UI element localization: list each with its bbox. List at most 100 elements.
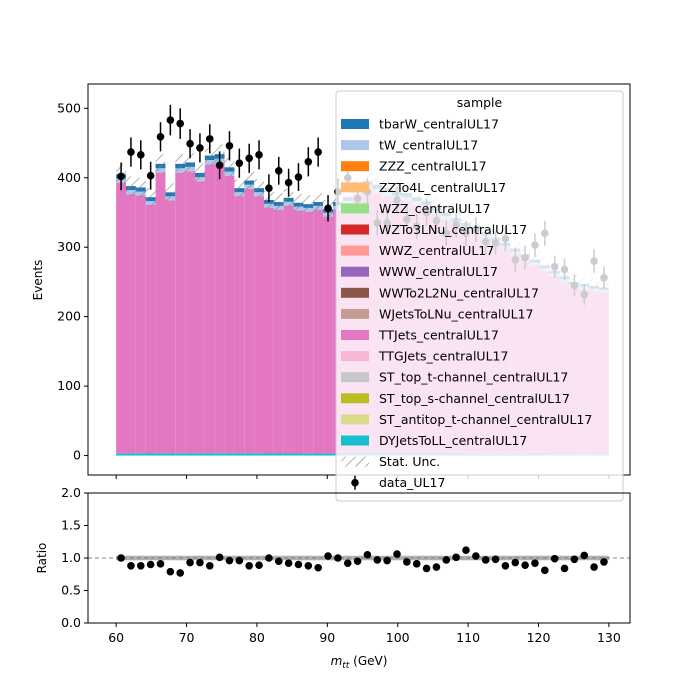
stack-bar-segment	[263, 453, 274, 456]
data-point	[136, 151, 145, 159]
ratio-point	[176, 569, 185, 577]
ratio-plot-area	[88, 546, 630, 577]
data-point	[156, 132, 165, 141]
stat-unc-band	[224, 157, 235, 178]
ratio-point	[196, 558, 204, 567]
x-tick-label: 80	[249, 630, 265, 645]
ratio-unc-band	[599, 555, 609, 561]
stack-bar-segment	[145, 204, 156, 454]
stat-unc-band	[244, 171, 255, 190]
legend-label: ST_top_s-channel_centralUL17	[379, 391, 570, 406]
legend-label: WWW_centralUL17	[379, 264, 498, 279]
legend-marker	[351, 478, 359, 487]
legend-swatch	[341, 266, 369, 277]
stack-bar-segment	[185, 453, 195, 456]
stack-bar-segment	[214, 453, 225, 456]
legend-title: sample	[457, 95, 503, 110]
stack-bar-segment	[244, 453, 255, 456]
stack-bar-segment	[234, 196, 245, 454]
y-tick-label: 500	[57, 100, 81, 115]
y-tick-label: 400	[57, 170, 81, 185]
stack-bar-segment	[165, 200, 176, 454]
stack-bar-segment	[263, 207, 274, 454]
stack-bar-segment	[303, 453, 314, 456]
legend-label: TTJets_centralUL17	[378, 328, 499, 343]
x-axis-label: mtt (GeV)	[331, 654, 388, 671]
ratio-point	[491, 555, 500, 564]
ratio-y-tick-label: 2.0	[61, 485, 81, 500]
ratio-unc-band	[411, 555, 422, 561]
ratio-point	[215, 553, 224, 562]
legend-swatch	[341, 330, 369, 340]
x-tick-label: 70	[179, 630, 195, 645]
ratio-point	[235, 556, 244, 565]
ratio-point	[442, 556, 451, 564]
data-point	[225, 142, 234, 150]
data-point	[274, 167, 283, 175]
stat-unc-band	[303, 195, 314, 214]
legend-swatch	[341, 182, 369, 193]
stat-unc-band	[126, 176, 136, 196]
ratio-point	[472, 552, 480, 560]
ratio-unc-band	[461, 555, 471, 561]
legend-label: data_UL17	[379, 475, 445, 490]
ratio-unc-band	[194, 555, 205, 561]
stack-bar-segment	[224, 453, 235, 456]
legend-swatch	[341, 224, 369, 235]
stat-unc-band	[234, 179, 245, 198]
ratio-point	[205, 562, 214, 570]
ratio-point	[225, 556, 234, 565]
stat-unc-band	[165, 183, 176, 202]
stack-bar-segment	[254, 453, 264, 456]
data-point	[196, 144, 204, 152]
ratio-point	[422, 564, 431, 573]
legend-label: ST_antitop_t-channel_centralUL17	[379, 412, 592, 427]
stack-bar-segment	[323, 216, 333, 454]
legend-label: WWTo2L2Nu_centralUL17	[379, 285, 539, 300]
stack-bar-segment	[293, 453, 304, 456]
legend-swatch	[341, 435, 369, 446]
ratio-point	[452, 553, 460, 562]
y-tick-label: 300	[57, 239, 81, 254]
ratio-point	[304, 562, 313, 570]
data-point	[146, 171, 155, 180]
legend-swatch	[341, 119, 369, 129]
stack-bar-segment	[155, 453, 166, 456]
ratio-point	[580, 551, 589, 560]
stat-unc-band	[135, 177, 146, 198]
stack-bar-segment	[273, 453, 284, 456]
stat-unc-band	[145, 188, 156, 207]
ratio-unc-band	[500, 555, 511, 561]
legend-swatch	[341, 393, 369, 404]
legend-box	[335, 90, 624, 502]
x-tick-label: 120	[527, 630, 551, 645]
ratio-point	[363, 550, 372, 559]
stat-unc-band	[155, 154, 166, 174]
ratio-point	[245, 562, 253, 570]
legend: sample tbarW_centralUL17 tW_centralUL17 ZZZ…	[335, 90, 624, 502]
ratio-point	[393, 550, 401, 558]
ratio-unc-band	[431, 555, 442, 561]
ratio-point	[600, 558, 608, 566]
stack-bar-segment	[283, 453, 294, 456]
stack-bar-segment	[194, 453, 205, 456]
ratio-point	[255, 561, 263, 569]
stack-bar-segment	[135, 195, 146, 454]
stack-bar-segment	[175, 453, 186, 456]
main-y-axis: 0 100 200 300 400 500	[57, 100, 88, 463]
data-point	[117, 172, 125, 181]
stack-bar-segment	[145, 453, 156, 456]
ratio-point	[501, 562, 510, 570]
ratio-point	[511, 558, 520, 567]
ratio-point	[324, 552, 332, 560]
stat-unc-band	[175, 154, 186, 174]
stack-bar-segment	[293, 210, 304, 454]
data-point	[314, 148, 322, 156]
ratio-point	[186, 558, 194, 567]
x-tick-label: 130	[597, 630, 621, 645]
legend-swatch	[341, 414, 369, 425]
stack-bar-segment	[244, 188, 255, 454]
data-point	[294, 173, 303, 181]
stack-bar-segment	[303, 211, 314, 454]
